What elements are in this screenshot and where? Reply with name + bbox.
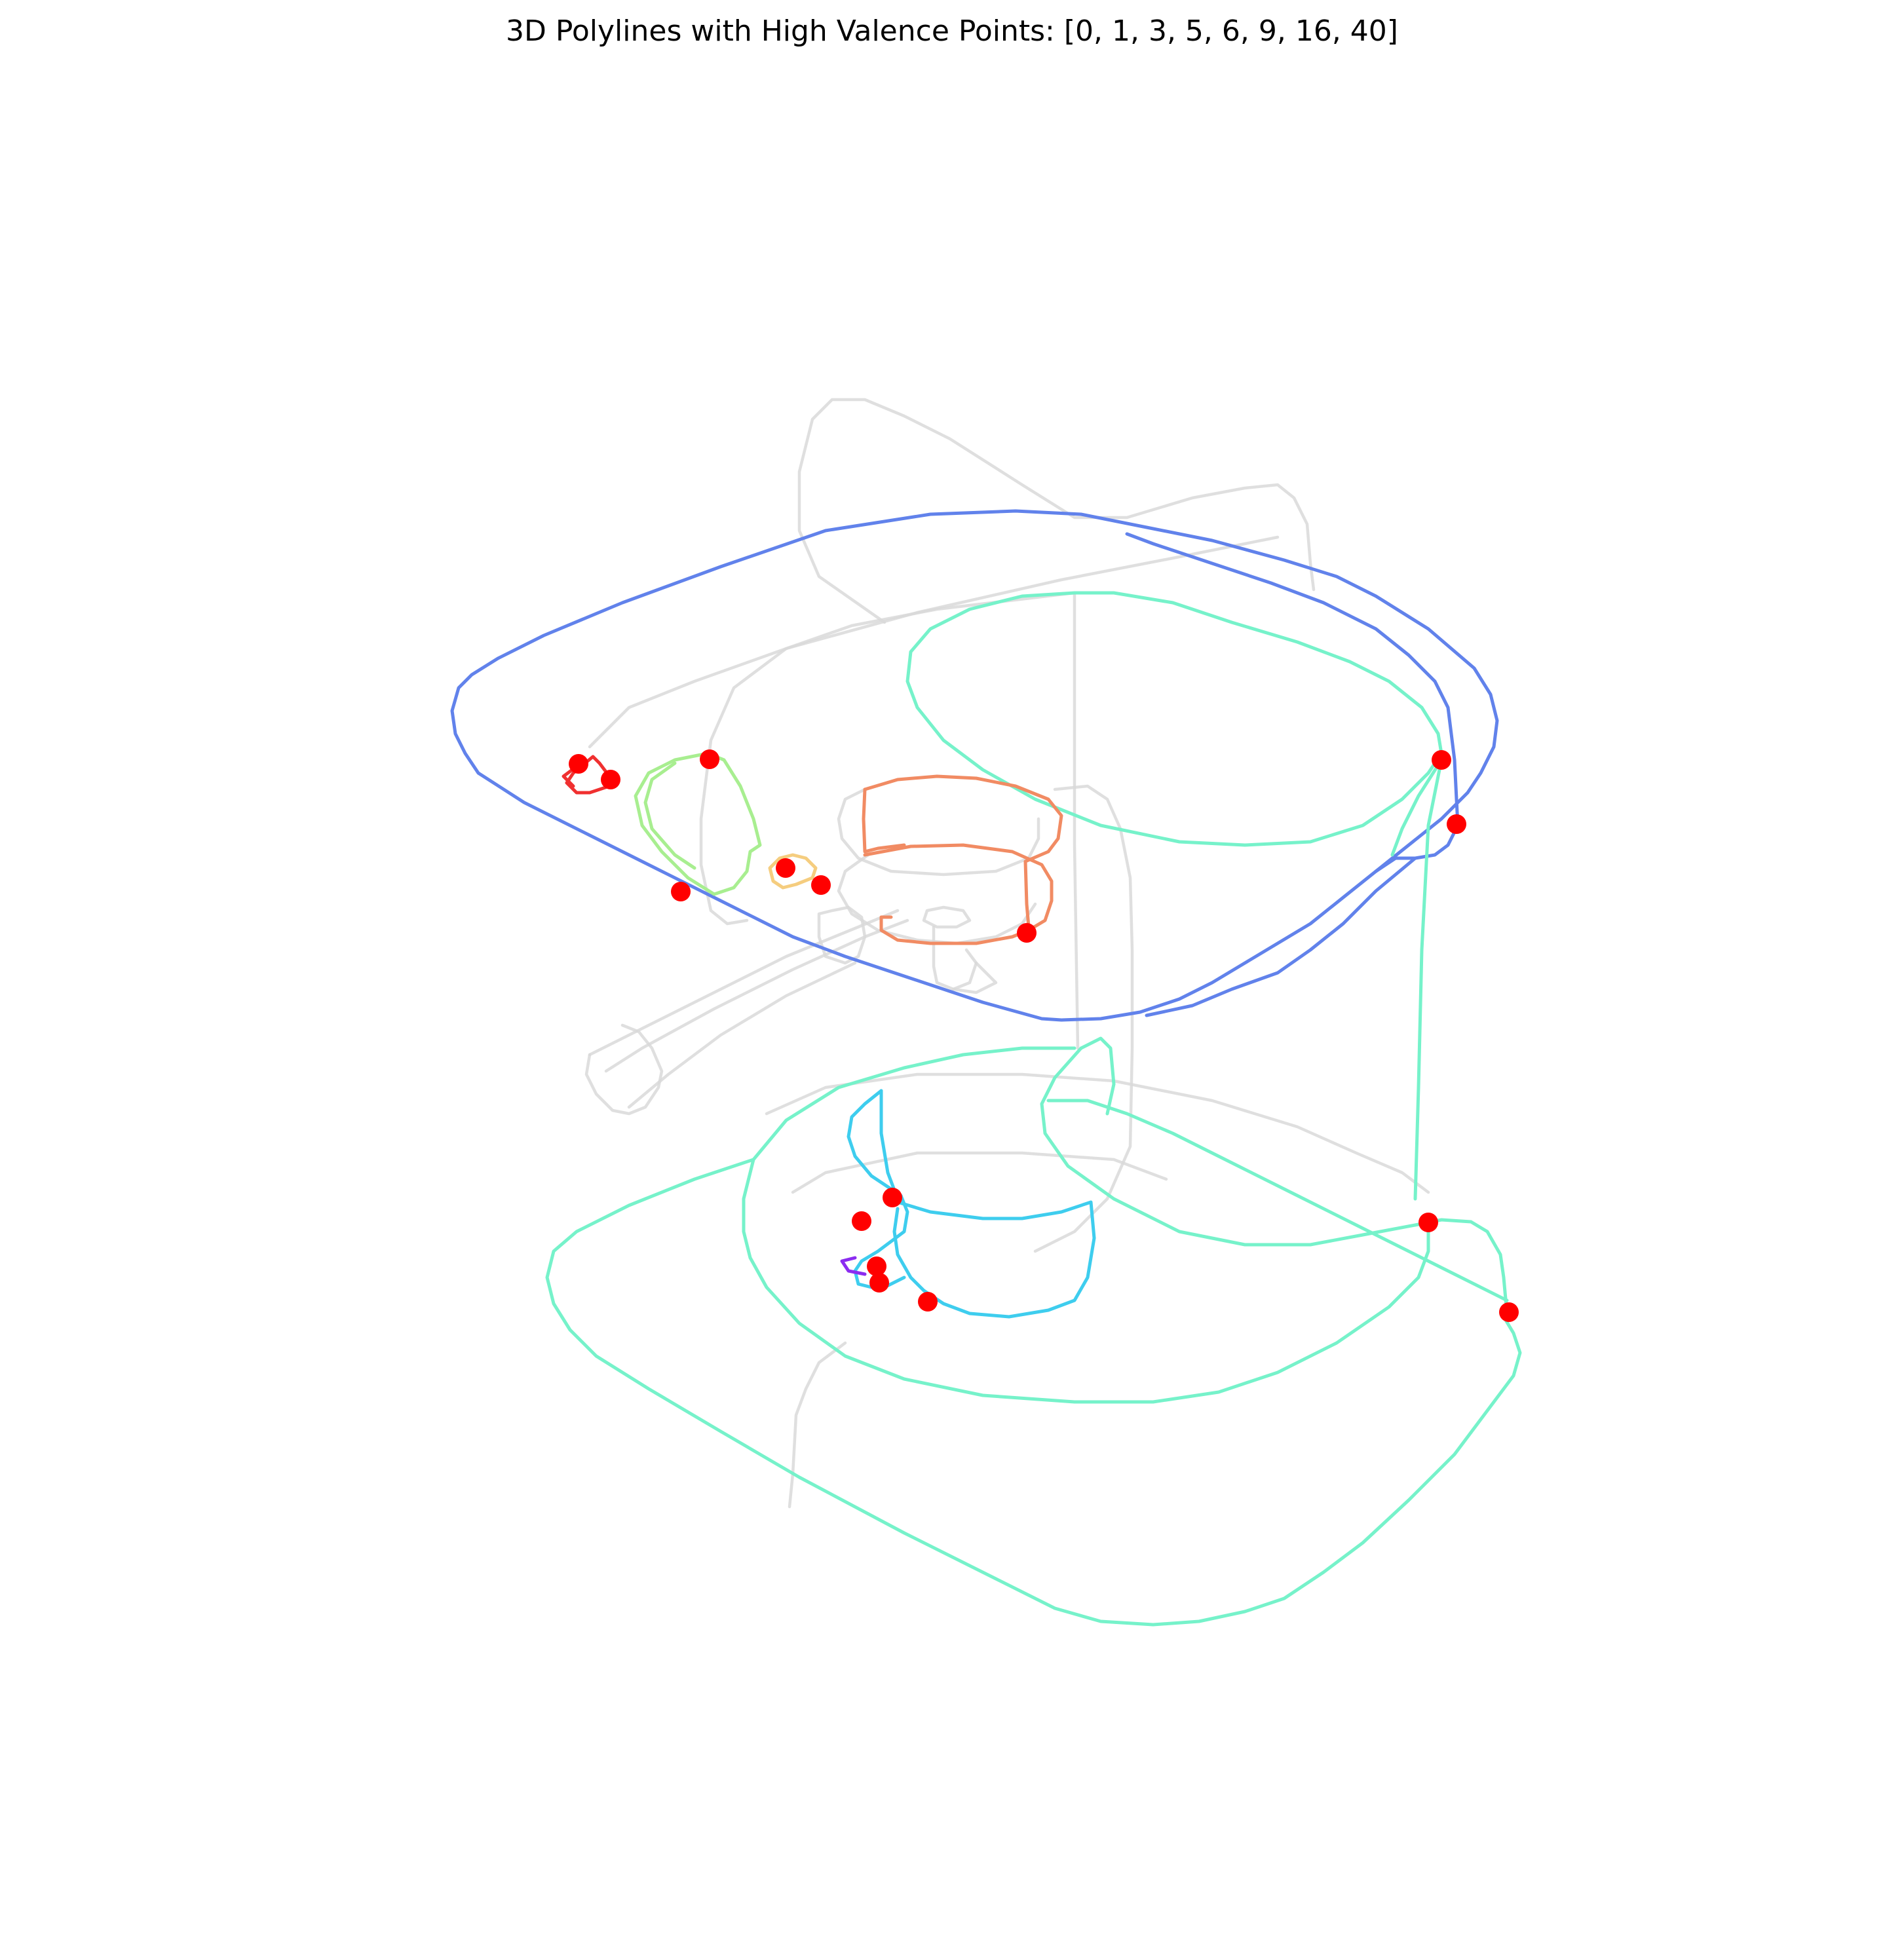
valence-points-layer [569, 749, 1519, 1322]
polylines-layer [450, 398, 1522, 1627]
polyline-knob-orange [768, 853, 818, 890]
valence-point-p14 [867, 1256, 886, 1276]
valence-point-p9 [569, 754, 588, 774]
polyline-spout-cyan-cup [892, 1200, 1096, 1319]
valence-point-p12 [811, 875, 831, 895]
polyline-knob-green-inner [643, 761, 696, 870]
polyline-group-head-side [1023, 859, 1031, 929]
polyline-group-head-upper [863, 774, 1063, 863]
polyline-context-column [1073, 591, 1080, 1050]
polyline-context-base-left [788, 1341, 847, 1509]
polyline-spout-cyan [847, 1089, 909, 1289]
valence-point-5 [1499, 1302, 1519, 1322]
polyline-base-outline [545, 1158, 1522, 1627]
polyline-context-spout-stem [932, 925, 978, 991]
valence-point-p16 [918, 1292, 938, 1312]
polyline-context-top-lid [797, 398, 1316, 624]
polyline-knob-red [565, 755, 611, 795]
polyline-spout-cyan-stem [879, 1089, 900, 1201]
polyline-lid-outer [450, 509, 1499, 1022]
polyline-group-head-left [862, 787, 906, 854]
figure-title: 3D Polylines with High Valence Points: [… [506, 14, 1398, 48]
valence-point-6 [700, 749, 719, 769]
polyline-spout-purple [840, 1256, 867, 1276]
polyline-group-head-lower [863, 843, 1054, 945]
polyline-drip-tray-rib [1079, 1036, 1116, 1116]
polyline-reservoir-brace [1390, 758, 1443, 857]
valence-point-9 [671, 882, 691, 901]
polyline-context-group-top [837, 787, 1040, 877]
polyline-context-base-back [765, 1072, 1430, 1194]
valence-point-3 [1418, 1213, 1438, 1232]
valence-point-p15 [869, 1273, 889, 1293]
valence-point-p10 [601, 770, 620, 789]
polyline-context-base-front [791, 1151, 1168, 1194]
polyline-context-spout-foot [951, 961, 998, 994]
valence-point-p11 [776, 858, 795, 878]
polyline-drip-tray-diagonal [1046, 1099, 1509, 1302]
polyline-context-body-left [699, 591, 1076, 926]
valence-point-40 [883, 1188, 902, 1207]
polyline-context-top-band [588, 535, 1280, 749]
polyline-context-handle-cap [584, 1023, 664, 1116]
polyline-reservoir-top [905, 591, 1443, 847]
valence-point-1 [1447, 814, 1466, 834]
polyline-lid-inner [1125, 532, 1460, 873]
polyline-drip-tray-inner [1040, 1046, 1509, 1315]
polyline-context-group-mid [837, 853, 1037, 945]
polyline-reservoir-side [1413, 758, 1443, 1201]
polyline-context-handle-mid [604, 918, 909, 1073]
valence-point-0 [1432, 750, 1451, 770]
polyline-context-handle-bottom [627, 961, 857, 1109]
polyline-drip-tray [742, 1046, 1430, 1404]
polyline-knob-green [634, 751, 762, 896]
polyline-context-body-right [1033, 784, 1134, 1253]
polyline-context-nozzle [922, 905, 972, 929]
polyline-lid-inner-lower [1145, 856, 1417, 1017]
valence-point-16 [1017, 923, 1037, 943]
polyline-context-handle-top [588, 909, 900, 1057]
valence-point-p13 [852, 1211, 871, 1231]
